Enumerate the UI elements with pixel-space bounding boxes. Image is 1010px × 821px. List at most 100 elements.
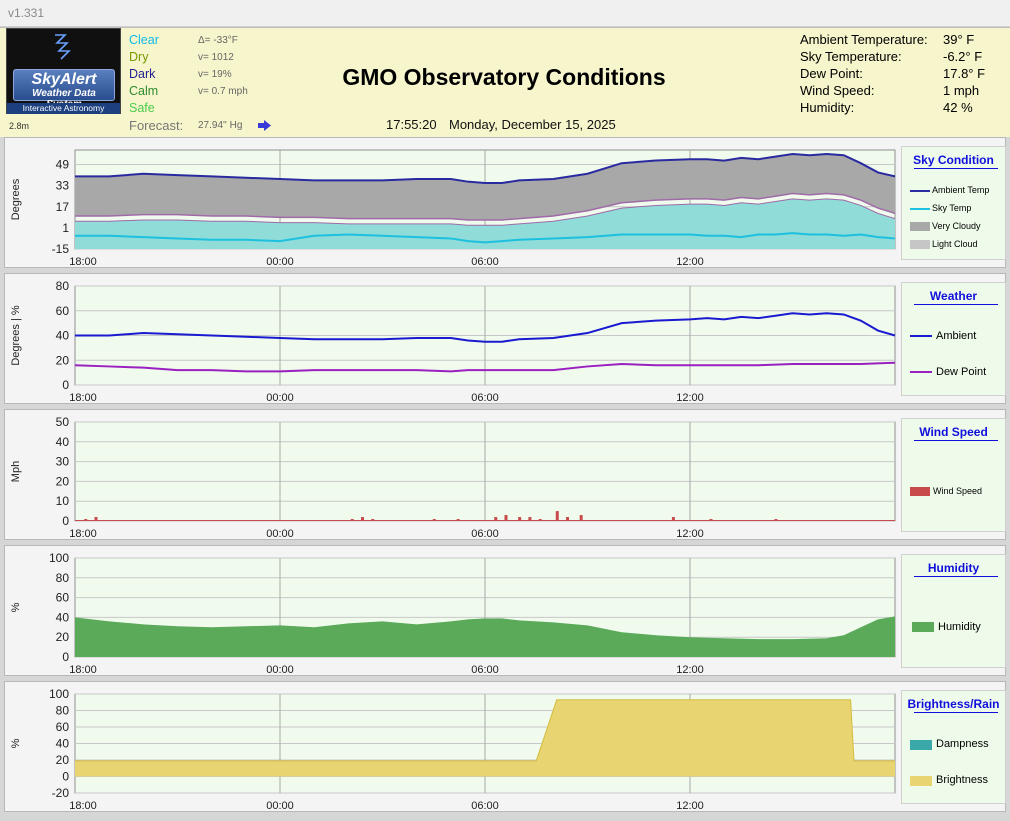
legend-swatch [912,622,934,632]
brightness-rain-panel: 100 80 60 40 20 0 -20 18:00 00:00 06:00 12:00% Bri… [4,681,1006,812]
y-tick-label: 50 [56,415,70,429]
legend-swatch [910,371,932,373]
y-tick-label: 20 [56,474,70,488]
sky-temp-line [75,232,896,244]
logo-badge: SkyAlert Weather Data System [13,69,115,110]
x-tick-label: 06:00 [471,800,499,811]
legend-item: Light Cloud [932,239,978,249]
status-clear-value: Δ= -33°F [198,35,238,46]
legend-swatch [910,487,930,496]
x-tick-label: 12:00 [676,664,704,675]
y-tick-label: 80 [56,571,70,585]
forecast-arrow-icon[interactable] [258,120,271,131]
y-tick-label: 60 [56,304,70,318]
legend-title: Weather [929,289,978,303]
x-tick-label: 00:00 [266,528,294,539]
weather-chart: 80 60 40 20 018:00 00:00 06:00 12:00 Degrees | % [10,279,896,403]
title-bar: v1.331 [0,0,1010,27]
sky-condition-panel: 49 33 17 1 -15 18:00 00:00 06:00 12:00 Degrees Sk… [4,137,1006,268]
data-age-label: 2.8m [9,121,30,131]
wind-bar [94,517,98,521]
legend-swatch [910,208,930,210]
legend-item: Dampness [936,738,989,750]
wind-bar [518,517,522,521]
version-label: v1.331 [8,6,45,20]
y-tick-label: 40 [56,435,70,449]
status-dry-value: v= 1012 [198,52,234,63]
x-tick-label: 18:00 [69,800,97,811]
skyalert-logo: SkyAlert Weather Data System Interactive… [6,28,121,114]
current-date: Monday, December 15, 2025 [449,117,616,132]
legend-title: Sky Condition [913,153,994,167]
y-tick-label: 100 [49,551,69,565]
dew-point-value: 17.8° F [943,66,986,81]
humidity-area [75,616,895,657]
status-clear: Clear [129,33,159,47]
y-axis-label: % [10,602,22,612]
very-cloudy-area [75,153,895,220]
humidity-panel: 100 80 60 40 20 0 18:00 00:00 06:00 12:00% Humidi… [4,545,1006,676]
y-tick-label: 0 [62,514,69,528]
humidity-label: Humidity: [800,100,855,115]
legend-item: Dew Point [936,366,987,378]
weather-legend: Weather Ambient Dew Point [901,282,1006,396]
dew-point-label: Dew Point: [800,66,863,81]
light-cloud-area [75,198,895,249]
legend-title: Humidity [927,561,980,575]
x-tick-label: 12:00 [676,392,704,403]
brightness-rain-legend: Brightness/Rain Dampness Brightness [901,690,1006,804]
status-dark: Dark [129,67,156,81]
legend-swatch [910,740,932,750]
wind-bar [504,515,508,521]
ambient-temp-label: Ambient Temperature: [800,32,928,47]
legend-swatch [910,335,932,337]
x-tick-label: 12:00 [676,800,704,811]
x-tick-label: 06:00 [471,392,499,403]
x-tick-label: 00:00 [266,392,294,403]
status-header: SkyAlert Weather Data System Interactive… [0,27,1010,137]
y-tick-label: 20 [56,353,70,367]
current-time: 17:55:20 [386,117,437,132]
x-tick-label: 00:00 [266,800,294,811]
brightness-area [75,699,895,777]
logo-title: SkyAlert [31,71,97,88]
sky-temp-label: Sky Temperature: [800,49,902,64]
y-tick-label: 40 [56,329,70,343]
wind-speed-value: 1 mph [943,83,980,98]
wind-speed-legend: Wind Speed Wind Speed [901,418,1006,532]
x-tick-label: 18:00 [69,256,97,267]
wind-bar [671,517,675,521]
legend-item: Brightness [936,774,988,786]
ambient-temp-line [75,152,896,184]
wind-bar [566,517,569,521]
x-tick-label: 18:00 [69,392,97,403]
y-tick-label: -20 [52,786,70,800]
humidity-value: 42 % [943,100,973,115]
wind-bar [494,517,498,521]
y-tick-label: 30 [56,455,70,469]
y-tick-label: 80 [56,704,70,718]
humidity-chart: 100 80 60 40 20 018:00 00:00 06:00 12:00% [10,551,896,675]
forecast-value: 27.94'' Hg [198,120,243,131]
y-axis-label: Degrees [10,178,22,220]
light-cloud-line [75,198,896,226]
y-tick-label: 0 [62,378,69,392]
x-tick-label: 18:00 [69,528,97,539]
status-calm-value: v= 0.7 mph [198,86,248,97]
y-tick-label: 100 [49,687,69,701]
weather-panel: 80 60 40 20 0 18:00 00:00 06:00 12:00 Degrees | %… [4,273,1006,404]
y-tick-label: 20 [56,630,70,644]
x-tick-label: 06:00 [471,528,499,539]
legend-item: Sky Temp [932,203,972,213]
legend-swatch [910,222,930,231]
legend-title: Brightness/Rain [907,697,1000,711]
legend-title: Wind Speed [919,425,988,439]
y-axis-label: % [10,738,22,748]
legend-item: Very Cloudy [932,221,981,231]
legend-swatch [910,240,930,249]
y-tick-label: 10 [56,494,70,508]
sky-condition-legend: Sky Condition Ambient Temp Sky Temp Very… [901,146,1006,260]
very-cloudy-line [75,192,896,221]
